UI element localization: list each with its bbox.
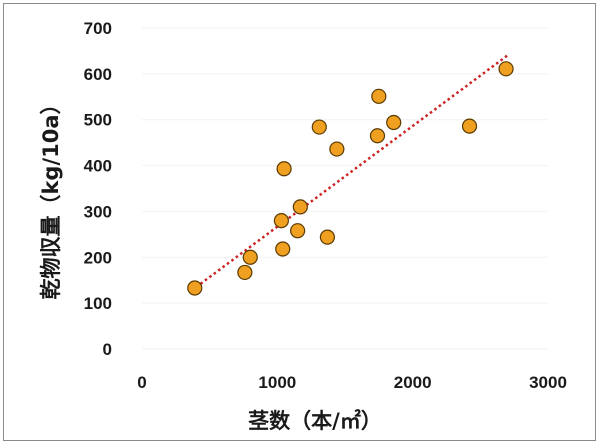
linear-trendline bbox=[195, 54, 509, 289]
data-point-5 bbox=[275, 241, 291, 257]
x-axis-ticks: 0 1000 2000 3000 bbox=[137, 373, 567, 392]
data-point-4 bbox=[273, 213, 289, 229]
y-tick-label-400: 400 bbox=[84, 157, 112, 176]
data-point-7 bbox=[290, 223, 306, 239]
data-point-6 bbox=[276, 161, 292, 177]
y-tick-label-300: 300 bbox=[84, 202, 112, 221]
y-tick-label-700: 700 bbox=[84, 19, 112, 38]
data-point-14 bbox=[386, 114, 402, 131]
y-tick-label-500: 500 bbox=[84, 111, 112, 130]
x-tick-label-1000: 1000 bbox=[258, 373, 296, 392]
data-point-3 bbox=[242, 249, 258, 265]
data-point-15 bbox=[461, 118, 478, 134]
data-point-9 bbox=[311, 119, 327, 135]
data-points bbox=[187, 61, 514, 296]
x-axis-title: 茎数（本/㎡） bbox=[248, 409, 382, 433]
data-point-16 bbox=[498, 61, 514, 77]
y-tick-label-100: 100 bbox=[84, 294, 112, 313]
horizontal-gridlines bbox=[142, 27, 548, 350]
data-point-1 bbox=[187, 280, 203, 296]
x-tick-label-2000: 2000 bbox=[394, 373, 432, 392]
y-tick-label-600: 600 bbox=[84, 65, 112, 84]
data-point-2 bbox=[237, 264, 253, 281]
data-point-10 bbox=[319, 229, 336, 245]
data-point-12 bbox=[369, 128, 386, 144]
y-axis-title: 乾物収量（kg/10a） bbox=[39, 93, 63, 299]
y-axis-ticks: 0 100 200 300 400 500 600 700 bbox=[84, 19, 112, 359]
y-tick-label-0: 0 bbox=[103, 340, 112, 359]
x-tick-label-3000: 3000 bbox=[529, 373, 567, 392]
data-point-13 bbox=[371, 88, 387, 104]
x-tick-label-0: 0 bbox=[137, 373, 146, 392]
chart-frame bbox=[3, 3, 596, 441]
data-point-8 bbox=[292, 199, 308, 215]
y-tick-label-200: 200 bbox=[84, 248, 112, 267]
data-point-11 bbox=[329, 141, 345, 157]
